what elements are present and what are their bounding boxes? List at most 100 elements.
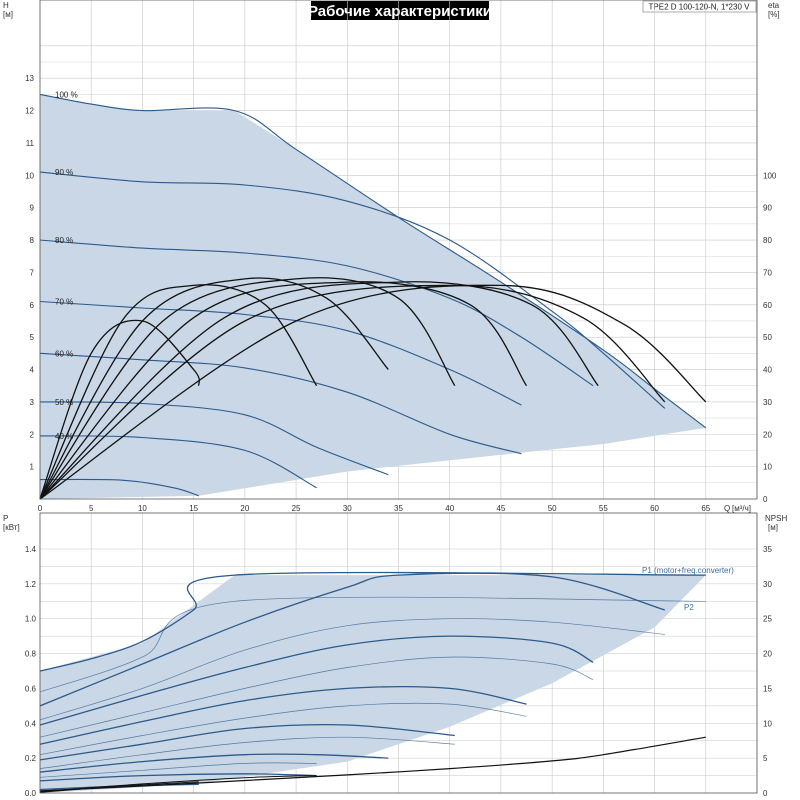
head-tick-label: 13 <box>25 74 34 83</box>
p2-curve-5 <box>39 736 455 769</box>
eta-tick-label: 80 <box>763 236 772 245</box>
npsh-curve <box>39 736 706 792</box>
npsh-low-curve-2 <box>39 781 199 793</box>
power-curves <box>39 571 706 793</box>
power-tick-label: 0.8 <box>25 650 37 659</box>
flow-tick-label: 45 <box>496 504 505 513</box>
eta-axis-label: eta <box>768 1 780 10</box>
head-tick-label: 4 <box>30 366 35 375</box>
head-tick-label: 3 <box>30 398 35 407</box>
efficiency-curve-5 <box>39 281 528 500</box>
eta-tick-label: 50 <box>763 333 772 342</box>
power-plot-frame <box>39 512 758 794</box>
speed-curve-3 <box>39 239 594 387</box>
head-envelope-area <box>40 94 706 500</box>
npsh-low-curve-1 <box>39 775 317 793</box>
npsh-tick-label: 10 <box>763 719 772 728</box>
efficiency-curve-6 <box>39 281 599 500</box>
eta-tick-label: 30 <box>763 398 772 407</box>
efficiency-curve-4 <box>39 277 456 500</box>
power-tick-label: 0.0 <box>25 789 37 798</box>
power-envelope <box>40 575 706 793</box>
flow-tick-label: 35 <box>394 504 403 513</box>
eta-tick-label: 0 <box>763 495 768 504</box>
eta-tick-label: 100 <box>763 171 777 180</box>
p2-curve-1 <box>39 596 706 693</box>
eta-tick-label: 40 <box>763 366 772 375</box>
efficiency-curve-7 <box>39 284 666 500</box>
eta-tick-label: 90 <box>763 204 772 213</box>
title-background <box>311 1 489 20</box>
head-tick-label: 7 <box>30 268 35 277</box>
p2-curve-6 <box>39 762 317 778</box>
flow-axis-unit: [м³/ч] <box>732 504 751 513</box>
head-ticks: 0 5 10 15 20 25 30 35 40 45 50 55 60 6512345678910111… <box>25 74 777 513</box>
head-tick-label: 5 <box>30 333 35 342</box>
flow-tick-label: 65 <box>701 504 710 513</box>
flow-axis-label: Q <box>724 504 730 513</box>
legend-p2: P2 <box>684 603 694 612</box>
p1-curve-3 <box>39 635 594 726</box>
speed-curve-1 <box>39 93 707 429</box>
eta-axis-unit: [%] <box>768 10 780 19</box>
flow-tick-label: 20 <box>240 504 249 513</box>
efficiency-curve-1 <box>39 319 201 500</box>
speed-curve-label: 60 % <box>55 349 73 358</box>
flow-tick-label: 15 <box>189 504 198 513</box>
power-tick-label: 1.4 <box>25 545 37 554</box>
power-ticks: 0.0 0.2 0.4 0.6 0.8 1.0 1.2 1.4 0 5 10 15 20 25 30 35 <box>25 545 773 798</box>
head-plot-frame <box>39 0 758 500</box>
power-axis-label: P <box>3 514 8 523</box>
head-frame <box>39 0 758 500</box>
speed-curve-7 <box>39 435 317 489</box>
npsh-tick-label: 15 <box>763 684 772 693</box>
head-envelope <box>40 94 706 500</box>
p1-curve-5 <box>39 723 455 761</box>
npsh-tick-label: 0 <box>763 789 768 798</box>
speed-curve-label: 100 % <box>55 90 78 99</box>
flow-tick-label: 50 <box>548 504 557 513</box>
npsh-tick-label: 5 <box>763 754 768 763</box>
eta-tick-label: 60 <box>763 301 772 310</box>
power-tick-label: 0.6 <box>25 684 37 693</box>
speed-curve-5 <box>39 352 522 455</box>
speed-curve-label: 80 % <box>55 236 73 245</box>
head-tick-label: 2 <box>30 430 35 439</box>
flow-tick-label: 40 <box>445 504 454 513</box>
chart-title: Рабочие характеристики <box>308 3 492 20</box>
npsh-tick-label: 25 <box>763 615 772 624</box>
power-tick-label: 0.2 <box>25 754 37 763</box>
flow-tick-label: 0 <box>38 504 43 513</box>
npsh-tick-label: 35 <box>763 545 772 554</box>
head-tick-label: 8 <box>30 236 35 245</box>
npsh-axis-label: NPSH <box>765 514 787 523</box>
head-tick-label: 10 <box>25 171 34 180</box>
flow-tick-label: 5 <box>89 504 94 513</box>
p1-curve-7 <box>39 773 317 782</box>
speed-curve-8 <box>39 478 199 497</box>
head-tick-label: 12 <box>25 107 34 116</box>
npsh-tick-label: 30 <box>763 580 772 589</box>
speed-curve-label: 90 % <box>55 168 73 177</box>
head-speed-curves: 100 % 90 % 80 % 70 % 60 % 50 % 40 % <box>39 90 707 497</box>
efficiency-curve-3 <box>39 277 389 500</box>
speed-curve-2 <box>39 171 666 409</box>
head-tick-label: 1 <box>30 463 35 472</box>
eta-tick-label: 10 <box>763 463 772 472</box>
power-frame <box>39 512 758 794</box>
power-tick-label: 1.0 <box>25 615 37 624</box>
head-tick-label: 11 <box>26 139 35 148</box>
power-tick-label: 1.2 <box>25 580 37 589</box>
legend-p1: P1 (motor+freq.converter) <box>642 566 734 575</box>
p1-curve-6 <box>39 753 389 773</box>
speed-curve-label: 40 % <box>55 432 73 441</box>
efficiency-curves <box>39 277 707 500</box>
efficiency-curve-2 <box>39 284 318 500</box>
p1-curve-4 <box>39 686 527 745</box>
head-tick-label: 6 <box>30 301 35 310</box>
eta-tick-label: 20 <box>763 430 772 439</box>
p2-curve-3 <box>39 656 594 738</box>
p1-curve-2 <box>39 572 665 707</box>
npsh-axis-unit: [м] <box>768 523 778 532</box>
